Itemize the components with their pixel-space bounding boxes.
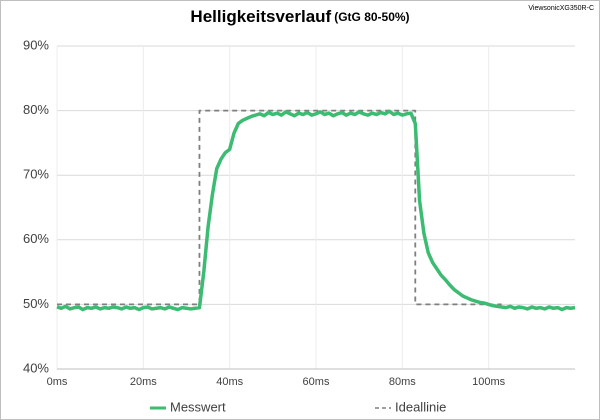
chart-title: Helligkeitsverlauf (GtG 80-50%) [190,7,409,26]
title: Helligkeitsverlauf [190,7,331,26]
y-tick-label: 70% [23,167,49,182]
y-tick-label: 40% [23,360,49,375]
x-tick-label: 20ms [130,376,157,388]
y-tick-label: 50% [23,296,49,311]
legend-label: Messwert [170,399,226,414]
x-tick-label: 80ms [389,376,416,388]
series-line [56,109,576,312]
y-tick-label: 90% [23,37,49,52]
series-line [57,109,502,306]
x-tick-label: 40ms [216,376,243,388]
x-tick-label: 60ms [303,376,330,388]
subtitle: (GtG 80-50%) [334,10,409,24]
y-tick-label: 60% [23,231,49,246]
y-tick-label: 80% [23,102,49,117]
annotation: ViewsonicXG350R-C [528,5,594,12]
x-tick-label: 0ms [47,376,68,388]
legend-label: Ideallinie [395,399,446,414]
x-tick-label: 100ms [472,376,506,388]
